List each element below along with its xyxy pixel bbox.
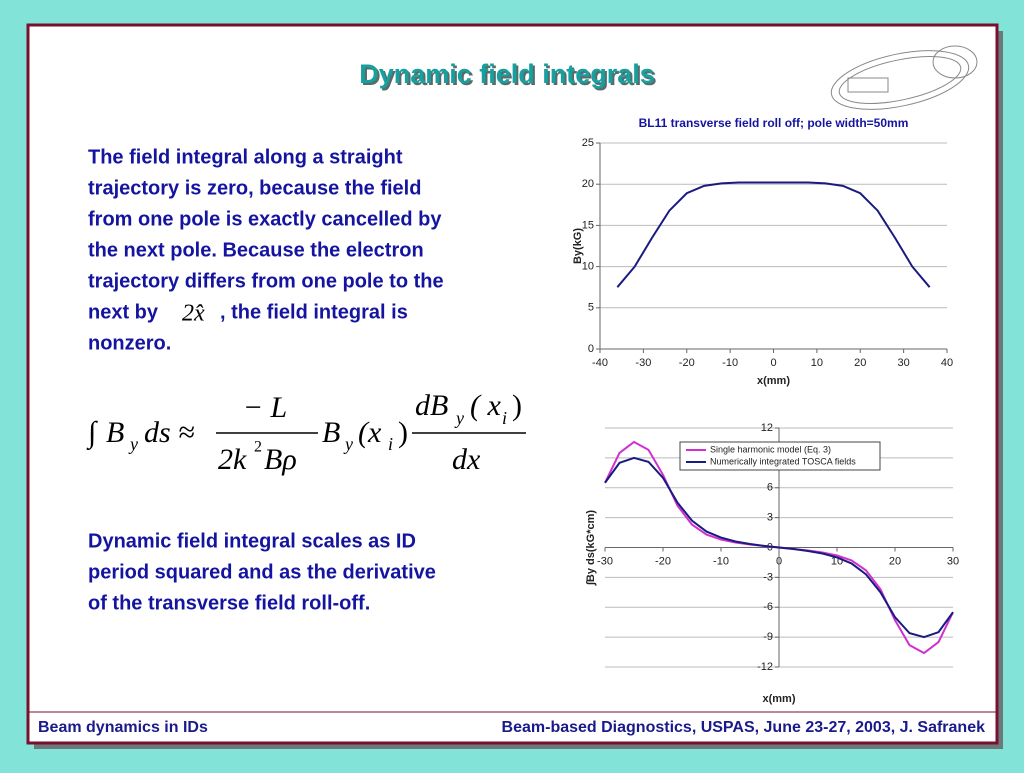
y-tick-label: 6	[767, 482, 773, 494]
y-tick-label: -9	[763, 631, 773, 643]
chart-title: BL11 transverse field roll off; pole wid…	[639, 116, 909, 130]
body-text: nonzero.	[88, 332, 171, 354]
x-tick-label: 30	[947, 555, 959, 567]
legend-box	[679, 441, 881, 471]
formula-part: )	[512, 389, 522, 422]
formula-part: ∫	[86, 416, 98, 451]
x-tick-label: -40	[592, 357, 608, 369]
x-tick-label: 20	[889, 555, 901, 567]
body-text: the next pole. Because the electron	[88, 239, 424, 261]
x-tick-label: 30	[898, 357, 910, 369]
y-tick-label: -3	[763, 571, 773, 583]
formula-part: dx	[452, 443, 481, 476]
y-tick-label: 15	[582, 219, 594, 231]
formula-part: (x	[358, 416, 382, 449]
body-text: , the field integral is	[220, 301, 408, 323]
footer-left: Beam dynamics in IDs	[38, 719, 208, 736]
formula-part: dB	[415, 389, 448, 422]
y-tick-label: 5	[588, 302, 594, 314]
formula-part: )	[398, 416, 408, 449]
formula-part: B	[106, 416, 124, 449]
slide-title: Dynamic field integrals	[359, 59, 655, 89]
line-series	[616, 181, 931, 288]
legend: Single harmonic model (Eq. 3) Numerically…	[679, 441, 881, 471]
x-axis-label: x(mm)	[762, 693, 795, 705]
x-tick-label: -10	[713, 555, 729, 567]
y-tick-label: 20	[582, 178, 594, 190]
body-text: period squared and as the derivative	[88, 561, 436, 583]
formula-part: y	[454, 408, 464, 428]
x-tick-label: -30	[597, 555, 613, 567]
y-tick-label: 3	[767, 512, 773, 524]
formula-part: Bρ	[264, 443, 297, 476]
body-text: Dynamic field integral scales as ID	[88, 530, 416, 552]
formula: ∫ B y ds ≈ − L 2k 2 Bρ B y (x i ) dB y (…	[86, 389, 526, 476]
frame	[26, 23, 999, 745]
body-text: trajectory differs from one pole to the	[88, 270, 444, 292]
y-tick-label: 12	[761, 422, 773, 434]
body-text: next by	[88, 301, 159, 323]
y-tick-label: 25	[582, 137, 594, 149]
y-axis-label: By(kG)	[572, 228, 584, 264]
legend-label: Numerically integrated TOSCA fields	[710, 456, 856, 466]
title-shadow: Dynamic field integrals	[361, 61, 657, 91]
formula-part: 2k	[218, 443, 247, 476]
y-tick-label: 0	[588, 343, 594, 355]
x-tick-label: 40	[941, 357, 953, 369]
y-tick-label: 10	[582, 261, 594, 273]
formula-part: 2	[254, 439, 262, 456]
body-text: trajectory is zero, because the field	[88, 177, 421, 199]
legend-label: Single harmonic model (Eq. 3)	[710, 444, 831, 454]
x-tick-label: 10	[811, 357, 823, 369]
x-tick-label: -20	[679, 357, 695, 369]
inline-math: 2x̂	[182, 301, 205, 327]
x-tick-label: -30	[635, 357, 651, 369]
body-text: The field integral along a straight	[88, 146, 403, 168]
formula-part: y	[343, 434, 353, 454]
x-tick-label: 20	[854, 357, 866, 369]
footer-right: Beam-based Diagnostics, USPAS, June 23-2…	[502, 719, 986, 736]
x-tick-label: -20	[655, 555, 671, 567]
formula-part: ds ≈	[144, 416, 195, 449]
y-tick-label: -6	[763, 601, 773, 613]
y-axis-label: ∫By ds(kG*cm)	[585, 510, 597, 586]
line-series	[604, 456, 954, 639]
body-text: of the transverse field roll-off.	[88, 592, 370, 614]
logo	[830, 45, 978, 110]
formula-part: ( x	[470, 389, 501, 422]
x-tick-label: 0	[770, 357, 776, 369]
formula-part: i	[388, 434, 393, 454]
formula-part: y	[128, 434, 138, 454]
y-tick-label: -12	[757, 661, 773, 673]
x-axis-label: x(mm)	[757, 375, 790, 387]
x-tick-label: -10	[722, 357, 738, 369]
formula-part: B	[322, 416, 340, 449]
body-text: from one pole is exactly cancelled by	[88, 208, 442, 230]
formula-part: i	[502, 408, 507, 428]
formula-part: − L	[243, 391, 287, 424]
